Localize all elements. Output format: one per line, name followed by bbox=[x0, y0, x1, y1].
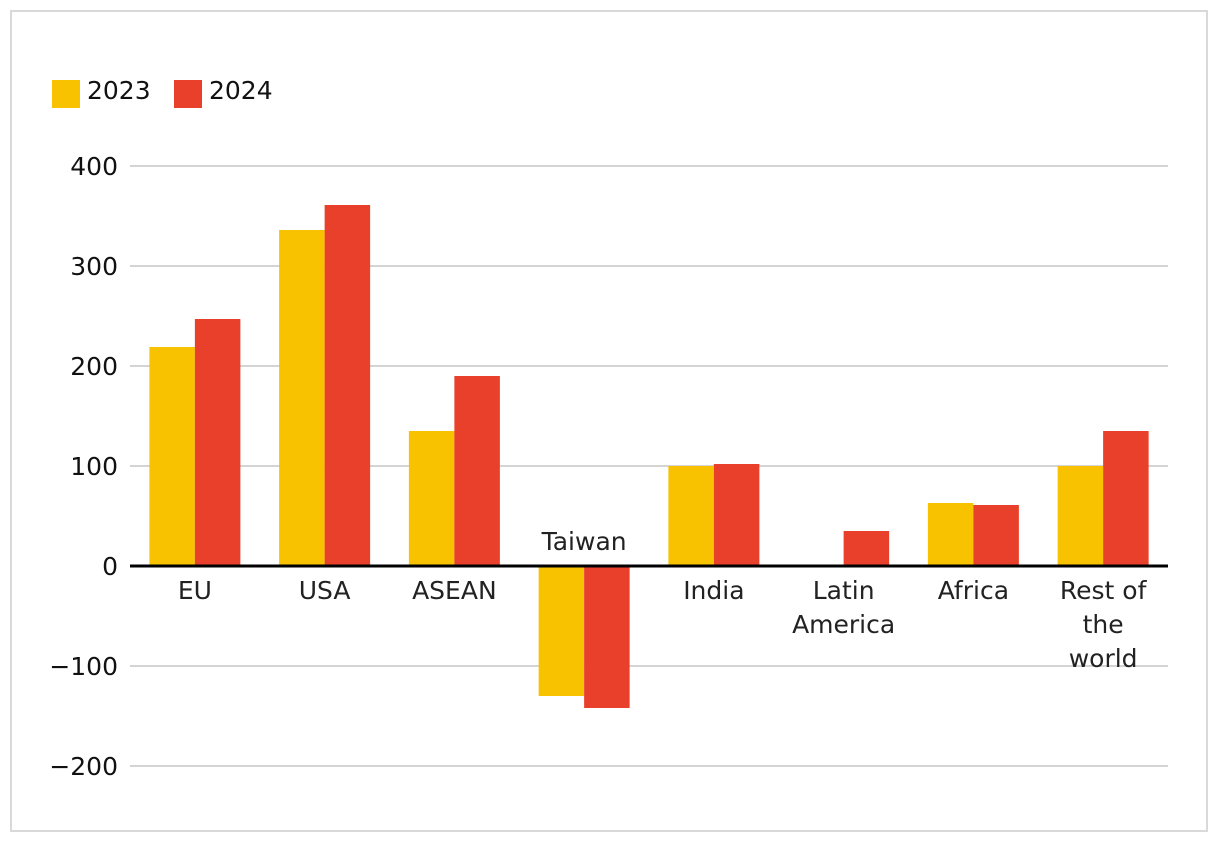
legend-swatch-2024 bbox=[174, 80, 202, 108]
bar-2024-4 bbox=[713, 464, 760, 566]
category-label: Latin bbox=[813, 576, 875, 605]
category-label: India bbox=[683, 576, 744, 605]
bar-2024-5 bbox=[843, 531, 890, 566]
y-axis-ticks: 400 300 200 100 0 −100 −200 bbox=[49, 152, 118, 781]
y-tick-label: 0 bbox=[102, 552, 118, 581]
bar-2023-2 bbox=[408, 431, 455, 566]
bar-2023-6 bbox=[927, 503, 974, 566]
category-label: Africa bbox=[938, 576, 1009, 605]
y-tick-label: 300 bbox=[70, 252, 118, 281]
legend: 2023 2024 bbox=[52, 76, 273, 108]
bar-2024-3 bbox=[584, 566, 630, 708]
bar-2024-7 bbox=[1103, 431, 1149, 566]
category-label: Rest of bbox=[1060, 576, 1148, 605]
category-label: EU bbox=[178, 576, 212, 605]
y-tick-label: 200 bbox=[70, 352, 118, 381]
legend-label-2023: 2023 bbox=[87, 76, 151, 105]
category-label: the bbox=[1083, 610, 1124, 639]
bar-2023-4 bbox=[668, 466, 714, 566]
category-label: ASEAN bbox=[412, 576, 497, 605]
y-tick-label: 100 bbox=[70, 452, 118, 481]
y-tick-label: −100 bbox=[49, 652, 118, 681]
legend-swatch-2023 bbox=[52, 80, 80, 108]
category-label: USA bbox=[299, 576, 351, 605]
bars bbox=[149, 205, 1149, 708]
legend-label-2024: 2024 bbox=[209, 76, 273, 105]
bar-2023-0 bbox=[149, 347, 195, 566]
bar-2024-0 bbox=[194, 319, 241, 566]
category-labels: EU USA ASEAN Taiwan India Latin America Africa R… bbox=[178, 527, 1148, 673]
category-label: America bbox=[792, 610, 895, 639]
y-tick-label: −200 bbox=[49, 752, 118, 781]
bar-2024-6 bbox=[973, 505, 1019, 566]
category-label: Taiwan bbox=[541, 527, 627, 556]
bar-2023-1 bbox=[279, 230, 325, 566]
bar-2023-7 bbox=[1057, 466, 1104, 566]
bar-2024-2 bbox=[454, 376, 500, 566]
bar-2023-3 bbox=[538, 566, 585, 696]
category-label: world bbox=[1069, 644, 1138, 673]
bar-2024-1 bbox=[324, 205, 371, 566]
y-tick-label: 400 bbox=[70, 152, 118, 181]
